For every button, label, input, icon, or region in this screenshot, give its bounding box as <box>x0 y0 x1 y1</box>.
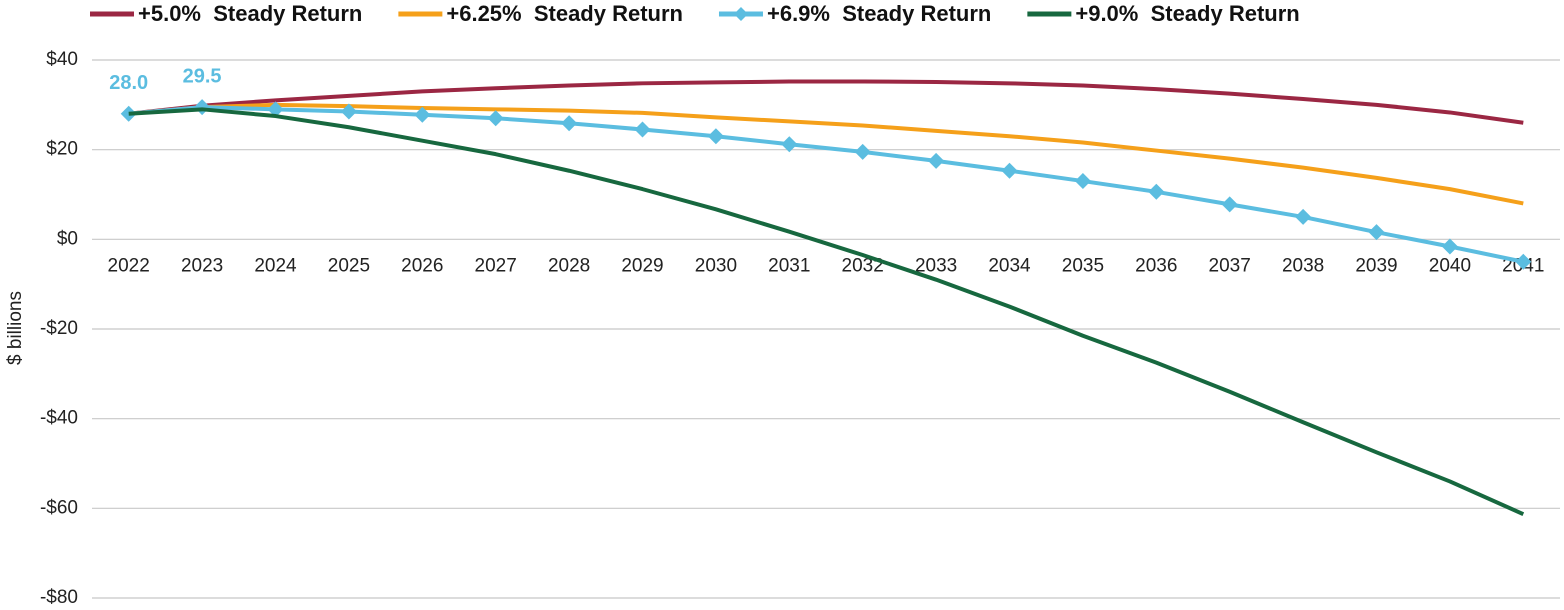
x-tick-label: 2034 <box>988 255 1031 276</box>
series-line <box>128 105 1524 264</box>
marker <box>1001 162 1018 179</box>
marker <box>1221 196 1238 213</box>
data-label: 29.5 <box>183 65 222 87</box>
marker <box>1441 238 1458 255</box>
y-axis-label: $ billions <box>5 291 26 365</box>
x-tick-label: 2037 <box>1209 255 1251 276</box>
x-tick-label: 2039 <box>1355 255 1397 276</box>
marker <box>634 121 651 138</box>
marker <box>340 103 357 120</box>
x-tick-label: 2029 <box>621 255 663 276</box>
series-line <box>128 102 1524 206</box>
marker <box>1368 224 1385 241</box>
y-tick-label: -$20 <box>40 318 78 339</box>
x-tick-label: 2025 <box>328 255 370 276</box>
x-tick-label: 2030 <box>695 255 737 276</box>
marker <box>781 136 798 153</box>
marker <box>414 106 431 123</box>
x-tick-label: 2026 <box>401 255 443 276</box>
legend-label: +6.9% Steady Return <box>767 1 991 26</box>
x-tick-label: 2022 <box>108 255 150 276</box>
marker <box>487 110 504 127</box>
marker <box>194 99 211 116</box>
x-tick-label: 2040 <box>1429 255 1471 276</box>
marker <box>854 143 871 160</box>
marker <box>928 152 945 169</box>
series-line <box>128 79 1524 125</box>
y-tick-label: $20 <box>46 139 78 160</box>
legend-label: +9.0% Steady Return <box>1075 1 1299 26</box>
x-tick-label: 2035 <box>1062 255 1104 276</box>
marker <box>561 115 578 132</box>
x-tick-label: 2023 <box>181 255 223 276</box>
y-tick-label: -$40 <box>40 408 78 429</box>
legend-label: +6.25% Steady Return <box>446 1 683 26</box>
marker <box>1148 183 1165 200</box>
x-tick-label: 2036 <box>1135 255 1177 276</box>
marker <box>1515 253 1532 270</box>
y-tick-label: $0 <box>57 228 78 249</box>
y-tick-label: -$80 <box>40 587 78 608</box>
data-label: 28.0 <box>109 72 148 94</box>
marker <box>267 101 284 118</box>
y-tick-label: -$60 <box>40 497 78 518</box>
series-line <box>128 107 1525 516</box>
x-tick-label: 2024 <box>254 255 297 276</box>
x-tick-label: 2033 <box>915 255 957 276</box>
marker <box>707 128 724 145</box>
x-tick-label: 2038 <box>1282 255 1324 276</box>
x-tick-label: 2027 <box>475 255 517 276</box>
marker <box>1074 173 1091 190</box>
x-tick-label: 2031 <box>768 255 810 276</box>
legend-label: +5.0% Steady Return <box>138 1 362 26</box>
marker <box>1295 208 1312 225</box>
x-tick-label: 2028 <box>548 255 590 276</box>
legend-marker <box>733 7 748 21</box>
y-tick-label: $40 <box>46 49 78 70</box>
